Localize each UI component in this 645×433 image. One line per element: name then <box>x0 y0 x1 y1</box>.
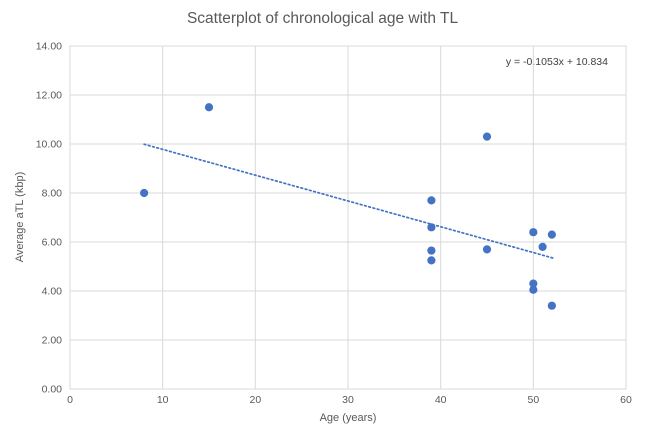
y-tick-label: 10.00 <box>36 139 62 151</box>
data-point <box>529 285 538 294</box>
chart-title: Scatterplot of chronological age with TL <box>186 10 459 27</box>
data-point <box>427 196 436 205</box>
data-point <box>547 230 556 239</box>
y-tick-label: 4.00 <box>42 286 63 298</box>
trendline-equation: y = -0.1053x + 10.834 <box>505 56 608 68</box>
data-point <box>482 245 492 254</box>
y-tick-label: 2.00 <box>42 335 63 347</box>
x-tick-label: 60 <box>620 394 632 406</box>
data-point <box>482 132 492 141</box>
x-tick-label: 20 <box>249 394 261 406</box>
data-point <box>140 188 149 198</box>
x-tick-label: 50 <box>527 394 539 406</box>
data-point <box>547 301 556 310</box>
y-tick-label: 12.00 <box>36 90 62 102</box>
x-tick-label: 10 <box>157 394 169 406</box>
y-tick-label: 14.00 <box>36 41 62 53</box>
data-point <box>427 223 436 232</box>
y-tick-label: 0.00 <box>42 384 63 396</box>
plot-border <box>69 45 627 390</box>
data-point <box>529 279 538 288</box>
data-point <box>204 103 214 112</box>
data-point <box>529 228 538 237</box>
data-point <box>538 242 547 251</box>
x-axis-title: Age (years) <box>319 412 377 424</box>
y-tick-label: 8.00 <box>42 188 63 200</box>
y-tick-label: 6.00 <box>42 237 63 249</box>
x-tick-label: 40 <box>435 394 447 406</box>
data-point <box>427 256 436 265</box>
data-point <box>427 246 436 255</box>
x-tick-label: 0 <box>67 394 73 406</box>
y-axis-title: Average aTL (kbp) <box>14 171 26 263</box>
x-tick-label: 30 <box>342 394 354 406</box>
trendline <box>143 143 556 260</box>
